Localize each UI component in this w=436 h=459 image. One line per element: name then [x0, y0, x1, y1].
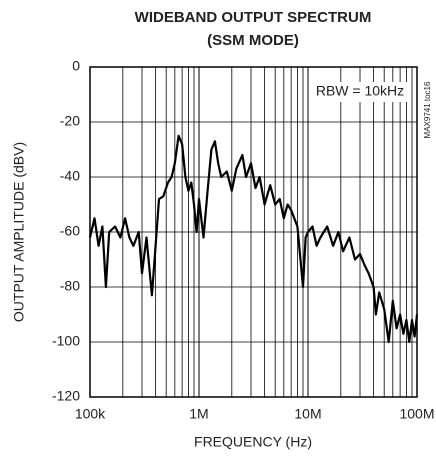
x-tick-label: 100k [75, 406, 106, 422]
annotation: RBW = 10kHz [316, 83, 404, 99]
x-axis-label: FREQUENCY (Hz) [194, 434, 312, 450]
plot-frame [89, 66, 418, 398]
y-axis-label: OUTPUT AMPLITUDE (dBV) [11, 142, 27, 322]
y-tick-label: -20 [60, 113, 80, 129]
x-tick-label: 1M [189, 406, 208, 422]
side-note: MAX9741 toc16 [423, 81, 432, 138]
y-tick-label: 0 [72, 58, 80, 74]
annotation-bg [312, 82, 408, 102]
x-tick-label: 10M [294, 406, 321, 422]
y-tick-label: -80 [60, 278, 80, 294]
spectrum-line [88, 134, 419, 344]
x-tick-label: 100M [399, 406, 434, 422]
chart-title: WIDEBAND OUTPUT SPECTRUM [135, 9, 372, 26]
y-tick-label: -100 [52, 333, 80, 349]
y-tick-label: -40 [60, 168, 80, 184]
y-tick-label: -60 [60, 223, 80, 239]
y-tick-label: -120 [52, 388, 80, 404]
chart-title: (SSM MODE) [207, 32, 299, 49]
